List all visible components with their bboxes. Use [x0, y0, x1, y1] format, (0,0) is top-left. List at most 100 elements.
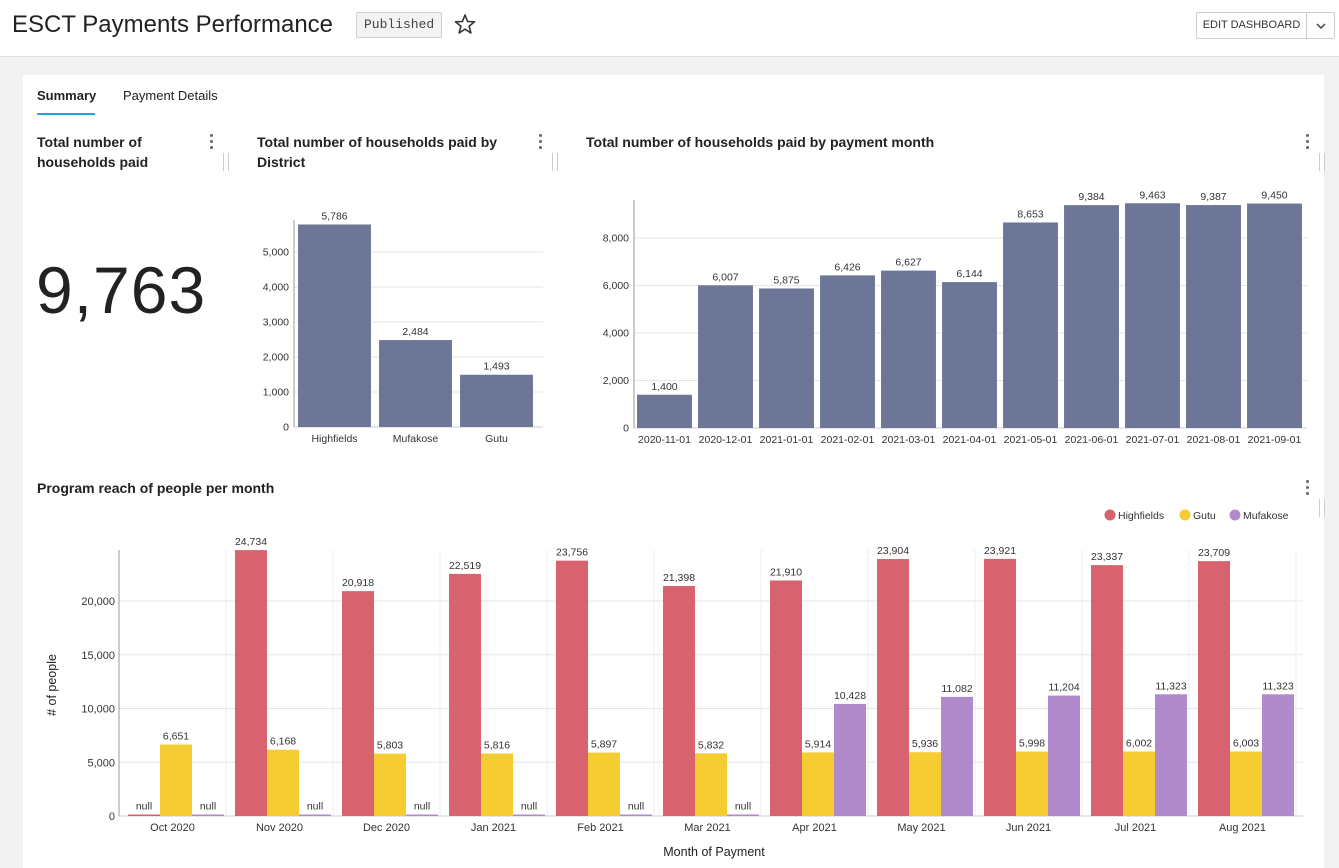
bar-mufakose: [406, 814, 438, 816]
kpi-title-line1: Total number of: [37, 134, 142, 150]
favorite-star-icon[interactable]: [454, 12, 476, 36]
bar-highfields: [128, 814, 160, 816]
bar-value-label: 22,519: [449, 560, 481, 572]
bar-highfields: [663, 585, 695, 816]
bar-value-label: null: [136, 801, 152, 813]
bar-mufakose: [192, 814, 224, 816]
kpi-title-line2: households paid: [37, 154, 149, 170]
reach-chart-title: Program reach of people per month: [37, 480, 275, 496]
bar-gutu: [267, 749, 299, 816]
more-actions-dropdown[interactable]: [1307, 12, 1335, 39]
bar-value-label: 5,832: [698, 739, 724, 751]
y-tick-label: 10,000: [81, 704, 115, 716]
dashboard-header: ESCT Payments Performance Published EDIT…: [0, 0, 1339, 57]
bar-value-label: 6,144: [956, 268, 982, 280]
y-axis-title: # of people: [45, 654, 59, 716]
x-tick-label: Mar 2021: [684, 822, 730, 834]
bar-value-label: 6,168: [270, 736, 296, 748]
x-tick-label: Jul 2021: [1115, 822, 1157, 834]
y-tick-label: 1,000: [263, 387, 289, 399]
bar-value-label: 9,384: [1078, 191, 1104, 203]
bar-highfields: [770, 580, 802, 816]
bar-value-label: 23,921: [984, 545, 1016, 557]
bar-gutu: [1230, 751, 1262, 816]
bar-value-label: 21,910: [770, 566, 802, 578]
bar: [881, 270, 936, 428]
y-tick-label: 20,000: [81, 596, 115, 608]
district-title-line2: District: [257, 154, 306, 170]
bar-value-label: 20,918: [342, 577, 374, 589]
month-chart-title: Total number of households paid by payme…: [586, 134, 935, 150]
x-tick-label: Highfields: [311, 433, 357, 445]
bar: [460, 374, 533, 427]
bar-highfields: [1198, 561, 1230, 816]
bar-value-label: null: [735, 801, 751, 813]
kpi-value: 9,763: [36, 253, 207, 327]
district-bar-chart: 0 1,000 2,000 3,000 4,000 5,000 5,786 Highfield…: [263, 210, 543, 445]
bar-value-label: 5,816: [484, 739, 510, 751]
legend-label: Mufakose: [1243, 510, 1289, 522]
bar: [1003, 222, 1058, 428]
x-tick-label: Dec 2020: [363, 822, 410, 834]
bar: [1186, 205, 1241, 428]
bar-value-label: null: [200, 801, 216, 813]
tab-payment-details[interactable]: Payment Details: [123, 88, 218, 103]
bar-mufakose: [1048, 695, 1080, 816]
bar: [298, 224, 371, 427]
resize-handle-icon[interactable]: [1319, 499, 1325, 517]
legend-swatch-gutu: [1179, 509, 1191, 521]
bar-highfields: [449, 573, 481, 816]
district-chart-menu-icon[interactable]: [538, 134, 544, 150]
tab-summary[interactable]: Summary: [37, 88, 97, 103]
bar-highfields: [877, 559, 909, 816]
x-tick-label: 2021-06-01: [1065, 434, 1119, 446]
bar-value-label: null: [521, 801, 537, 813]
chevron-down-icon: [1316, 23, 1326, 30]
y-tick-label: 5,000: [263, 247, 289, 259]
kpi-menu-icon[interactable]: [209, 134, 215, 150]
resize-handle-icon[interactable]: [223, 153, 229, 171]
bar-value-label: 6,003: [1233, 737, 1259, 749]
edit-dashboard-button[interactable]: EDIT DASHBOARD: [1196, 12, 1307, 39]
bar-value-label: 2,484: [402, 326, 428, 338]
x-tick-label: 2021-09-01: [1248, 434, 1302, 446]
bar-value-label: 11,082: [941, 683, 972, 695]
x-tick-label: Gutu: [485, 433, 508, 445]
district-chart-title: Total number of households paid by Distr…: [257, 132, 547, 172]
x-tick-label: 2021-02-01: [821, 434, 875, 446]
x-tick-label: 2021-07-01: [1126, 434, 1180, 446]
x-tick-label: Jan 2021: [471, 822, 516, 834]
x-tick-label: 2020-12-01: [699, 434, 753, 446]
bar-highfields: [984, 558, 1016, 816]
bar-value-label: 11,323: [1155, 680, 1186, 692]
bar-highfields: [235, 550, 267, 816]
district-title-line1: Total number of households paid by: [257, 134, 498, 150]
dashboard-title: ESCT Payments Performance: [12, 11, 334, 38]
x-tick-label: 2021-04-01: [943, 434, 997, 446]
bar-value-label: 5,936: [912, 738, 938, 750]
bar-value-label: 21,398: [663, 572, 695, 584]
bar-value-label: 6,426: [834, 261, 860, 273]
y-tick-label: 4,000: [263, 282, 289, 294]
reach-chart-menu-icon[interactable]: [1305, 480, 1311, 496]
legend-label: Gutu: [1193, 510, 1216, 522]
bar-value-label: 1,493: [483, 361, 509, 373]
bar-value-label: 23,337: [1091, 551, 1123, 563]
bar-gutu: [588, 752, 620, 816]
bar-gutu: [802, 752, 834, 816]
bar-value-label: null: [307, 801, 323, 813]
bar-value-label: 5,786: [321, 210, 347, 222]
resize-handle-icon[interactable]: [552, 153, 558, 171]
month-chart-menu-icon[interactable]: [1305, 134, 1311, 150]
bar-value-label: 23,756: [556, 547, 588, 559]
y-tick-label: 5,000: [87, 757, 115, 769]
bar: [942, 282, 997, 428]
y-tick-label: 3,000: [263, 317, 289, 329]
x-tick-label: Jun 2021: [1006, 822, 1051, 834]
bar-value-label: 8,653: [1017, 208, 1043, 220]
y-tick-label: 0: [283, 422, 289, 434]
bar-gutu: [160, 744, 192, 816]
resize-handle-icon[interactable]: [1319, 153, 1325, 171]
bar-mufakose: [299, 814, 331, 816]
kpi-title: Total number of households paid: [37, 132, 148, 172]
